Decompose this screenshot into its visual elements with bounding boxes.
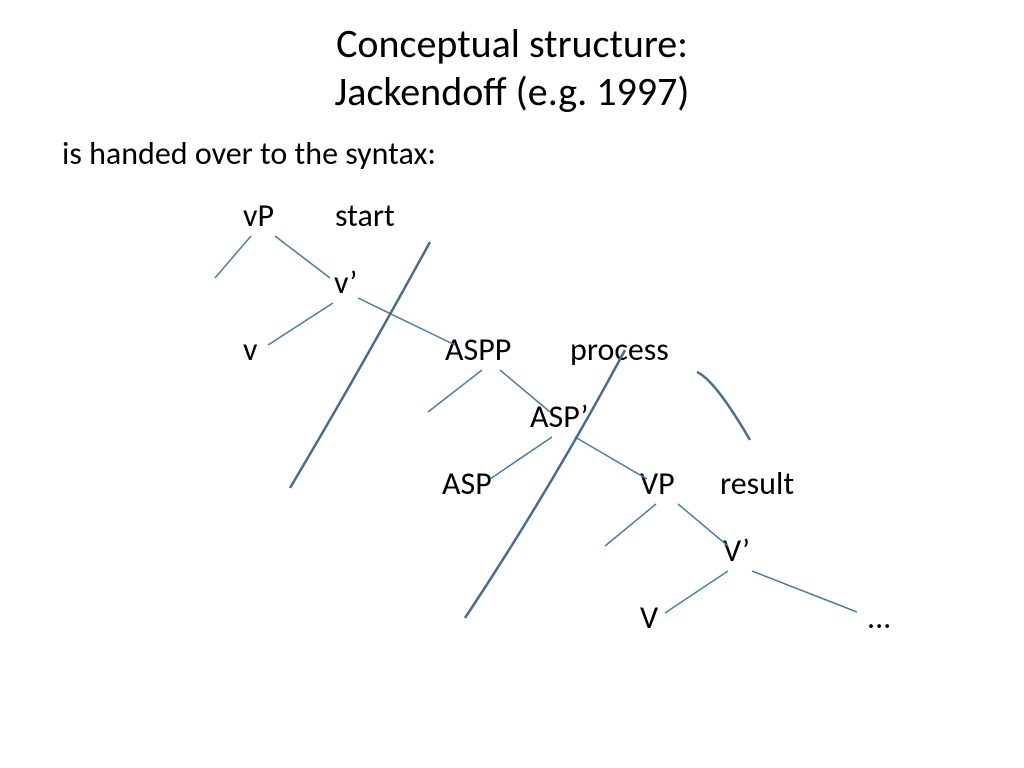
tree-edge [275,236,330,278]
phase-curve [290,242,430,488]
node-result: result [720,464,794,503]
tree-edge [490,437,552,479]
node-VP: VP [640,464,675,503]
tree-edge [268,303,333,345]
phase-curve [697,372,750,440]
node-vbar: v’ [334,263,357,302]
title-line-1: Conceptual structure: [336,19,688,68]
tree-edge [752,571,857,612]
node-dots: ... [867,598,891,637]
intro-text: is handed over to the syntax: [62,134,436,173]
title-line-2: Jackendoff (e.g. 1997) [335,67,690,116]
tree-edge [678,504,728,546]
slide-title: Conceptual structure: Jackendoff (e.g. 1… [0,20,1024,116]
tree-edge [428,370,482,412]
node-V: V [640,598,658,637]
node-ASPP: ASPP [445,330,511,369]
tree-edge [215,236,251,278]
node-ASP: ASP [442,464,492,503]
node-process: process [570,330,669,369]
node-start: start [335,196,395,235]
node-Vbar: V’ [723,531,750,570]
tree-edge [358,298,455,345]
tree-edge [665,571,728,613]
node-vP: vP [243,196,274,235]
node-ASPbar: ASP’ [530,397,588,436]
tree-edge [605,504,656,546]
tree-edge [575,437,647,479]
slide: Conceptual structure: Jackendoff (e.g. 1… [0,0,1024,768]
node-v: v [243,330,257,369]
